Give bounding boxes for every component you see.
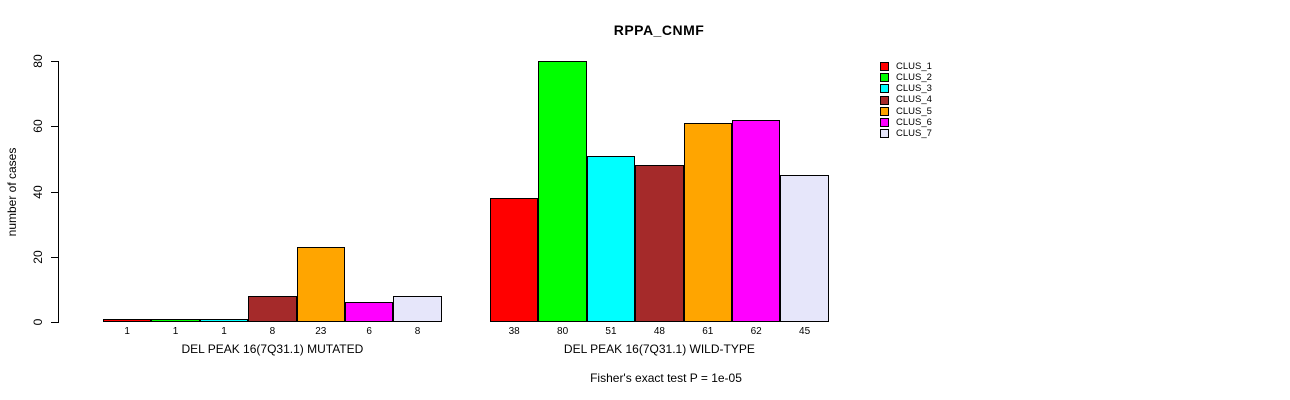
- legend-swatch: [880, 84, 889, 94]
- chart-title: RPPA_CNMF: [613, 22, 705, 38]
- legend-label: CLUS_5: [896, 105, 932, 117]
- bar-value-label: 1: [172, 326, 179, 337]
- legend-item-clus_1: CLUS_1: [880, 61, 932, 72]
- bar-value-label: 8: [269, 326, 276, 337]
- bar-group2-clus_5: [683, 122, 732, 322]
- legend-swatch: [880, 95, 889, 105]
- bar-group1-clus_1: [103, 318, 152, 322]
- bar-value-label: 8: [414, 326, 421, 337]
- bar-value-label: 61: [702, 326, 714, 337]
- legend-item-clus_5: CLUS_5: [880, 106, 932, 117]
- bar-group1-clus_6: [345, 302, 394, 322]
- y-tick: [51, 126, 58, 128]
- bar-group1-clus_2: [151, 318, 200, 322]
- x-axis-label-group2: DEL PEAK 16(7Q31.1) WILD-TYPE: [563, 342, 755, 356]
- legend-label: CLUS_4: [896, 94, 932, 106]
- bar-value-label: 48: [653, 326, 665, 337]
- bar-group2-clus_3: [586, 155, 636, 322]
- bar-value-label: 6: [366, 326, 372, 337]
- legend: CLUS_1 CLUS_2 CLUS_3 CLUS_4 CLUS_5 CLUS_6 CLUS…: [880, 61, 932, 139]
- bar-group1-clus_7: [393, 295, 442, 322]
- y-tick-label: 20: [31, 250, 45, 264]
- legend-swatch: [880, 118, 889, 128]
- bar-value-label: 1: [124, 326, 130, 337]
- bar-group2-clus_2: [538, 61, 587, 322]
- y-tick: [51, 61, 58, 62]
- legend-swatch: [880, 62, 889, 72]
- legend-label: CLUS_2: [896, 72, 932, 84]
- y-axis-line: [58, 61, 59, 323]
- y-tick-label: 80: [31, 54, 45, 68]
- legend-label: CLUS_1: [896, 60, 932, 72]
- legend-item-clus_7: CLUS_7: [880, 128, 932, 139]
- bar-value-label: 38: [508, 326, 520, 337]
- bar-group2-clus_1: [490, 198, 539, 322]
- bar-group1-clus_4: [248, 295, 297, 322]
- legend-swatch: [880, 106, 889, 116]
- bar-value-label: 23: [315, 326, 327, 337]
- bar-value-label: 45: [799, 326, 811, 337]
- y-axis-label: number of cases: [5, 147, 19, 237]
- legend-swatch: [880, 129, 889, 139]
- bar-group2-clus_4: [635, 165, 684, 322]
- bar-value-label: 51: [605, 326, 617, 337]
- y-tick-label: 0: [31, 318, 45, 326]
- legend-label: CLUS_3: [896, 83, 932, 95]
- bar-value-label: 62: [750, 326, 762, 337]
- bar-group1-clus_5: [296, 246, 345, 322]
- legend-item-clus_6: CLUS_6: [880, 117, 932, 128]
- legend-item-clus_2: CLUS_2: [880, 72, 932, 83]
- bar-value-label: 1: [221, 326, 227, 337]
- legend-swatch: [880, 73, 889, 83]
- y-tick-label: 60: [31, 119, 45, 133]
- legend-label: CLUS_6: [896, 116, 932, 128]
- legend-label: CLUS_7: [896, 127, 932, 139]
- y-tick: [51, 322, 58, 323]
- y-tick: [51, 191, 58, 193]
- y-tick: [51, 256, 58, 258]
- y-tick-label: 40: [31, 184, 45, 199]
- x-axis-label-group1: DEL PEAK 16(7Q31.1) MUTATED: [181, 342, 364, 356]
- legend-item-clus_3: CLUS_3: [880, 83, 932, 94]
- bar-group2-clus_6: [732, 119, 781, 322]
- bar-group1-clus_3: [199, 318, 249, 322]
- bar-group2-clus_7: [780, 175, 829, 322]
- subtitle-fisher-test: Fisher's exact test P = 1e-05: [590, 371, 742, 385]
- legend-item-clus_4: CLUS_4: [880, 95, 932, 106]
- bar-value-label: 80: [557, 326, 569, 337]
